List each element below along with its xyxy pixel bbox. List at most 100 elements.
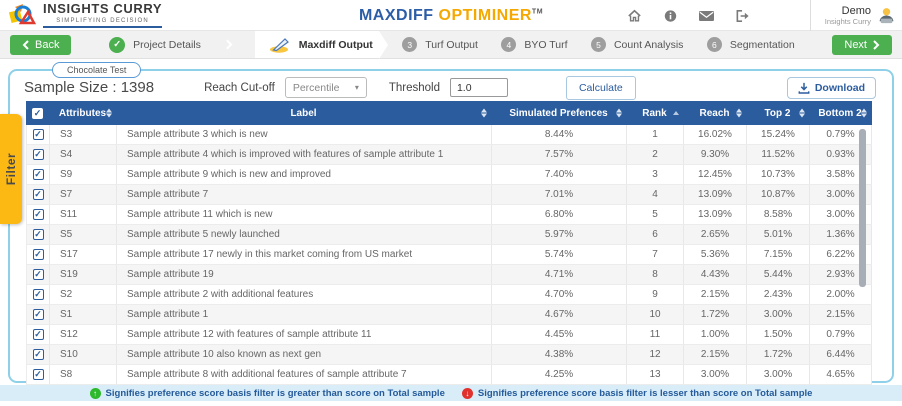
row-reach: 1.00% [684,325,747,344]
row-label: Sample attribute 10 also known as next g… [117,345,492,364]
row-checkbox[interactable]: ✓ [32,149,44,160]
caret-down-icon: ▾ [354,83,359,92]
pencil-icon [269,37,289,53]
back-button[interactable]: Back [10,34,72,55]
row-rank: 5 [627,205,684,224]
row-reach: 4.43% [684,265,747,284]
table-body: ✓ S3 Sample attribute 3 which is new 8.4… [26,125,872,385]
arrow-down-circle-icon: ↓ [461,387,473,399]
row-attribute: S2 [50,285,117,304]
step-project-details[interactable]: ✓ Project Details [109,31,201,58]
row-checkbox-cell: ✓ [27,165,50,184]
step-count-analysis[interactable]: 5 Count Analysis [590,31,683,58]
row-checkbox[interactable]: ✓ [32,229,44,240]
download-button-label: Download [814,81,865,94]
next-button[interactable]: Next [832,34,892,55]
table-row: ✓ S1 Sample attribute 1 4.67% 10 1.72% 3… [27,305,872,325]
row-checkbox[interactable]: ✓ [32,329,44,340]
table-row: ✓ S2 Sample attribute 2 with additional … [27,285,872,305]
row-checkbox[interactable]: ✓ [32,249,44,260]
row-top2: 8.58% [747,205,810,224]
sort-icon[interactable] [481,108,487,118]
row-attribute: S12 [50,325,117,344]
row-bottom2: 6.22% [810,245,872,264]
row-attribute: S19 [50,265,117,284]
row-simulated-preference: 4.67% [492,305,627,324]
row-checkbox-cell: ✓ [27,305,50,324]
filter-tab[interactable]: Filter [0,114,22,224]
reach-cutoff-select[interactable]: Percentile ▾ [284,77,367,98]
legend-up-text: Signifies preference score basis filter … [105,387,445,399]
brand-tagline: SIMPLIFYING DECISION [43,17,163,28]
table-row: ✓ S8 Sample attribute 8 with additional … [27,365,872,385]
row-checkbox-cell: ✓ [27,325,50,344]
sort-icon[interactable] [799,108,805,118]
row-checkbox-cell: ✓ [27,245,50,264]
vertical-scrollbar[interactable] [859,129,866,287]
table-row: ✓ S11 Sample attribute 11 which is new 6… [27,205,872,225]
row-checkbox[interactable]: ✓ [32,209,44,220]
select-all-checkbox[interactable]: ✓ [32,107,43,119]
row-label: Sample attribute 1 [117,305,492,324]
row-checkbox-cell: ✓ [27,265,50,284]
row-attribute: S17 [50,245,117,264]
row-checkbox[interactable]: ✓ [32,349,44,360]
sort-icon[interactable] [736,108,742,118]
row-checkbox[interactable]: ✓ [32,269,44,280]
sort-icon[interactable] [106,108,112,118]
row-label: Sample attribute 5 newly launched [117,225,492,244]
row-checkbox[interactable]: ✓ [32,309,44,320]
row-simulated-preference: 5.74% [492,245,627,264]
sort-icon[interactable] [861,108,867,118]
row-rank: 12 [627,345,684,364]
next-button-label: Next [844,38,867,51]
sort-asc-icon[interactable] [673,111,679,115]
download-icon [798,82,810,94]
table-row: ✓ S4 Sample attribute 4 which is improve… [27,145,872,165]
chevron-left-icon [22,39,29,50]
info-icon[interactable] [663,9,678,23]
step-turf-output[interactable]: 3 Turf Output [402,31,478,58]
home-icon[interactable] [627,9,642,23]
row-top2: 5.01% [747,225,810,244]
row-checkbox[interactable]: ✓ [32,129,44,140]
row-checkbox[interactable]: ✓ [32,169,44,180]
logout-icon[interactable] [735,9,750,23]
row-checkbox-cell: ✓ [27,345,50,364]
step-segmentation[interactable]: 6 Segmentation [706,31,795,58]
header-bottom2: Bottom 2 [809,101,871,125]
step-maxdiff-output[interactable]: Maxdiff Output [254,31,379,58]
sort-icon[interactable] [616,108,622,118]
calculate-button[interactable]: Calculate [565,75,636,100]
row-simulated-preference: 7.57% [492,145,627,164]
table-row: ✓ S12 Sample attribute 12 with features … [27,325,872,345]
mail-icon[interactable] [699,9,714,23]
row-simulated-preference: 7.01% [492,185,627,204]
brand-logo-icon [8,4,37,25]
step-label: Segmentation [729,38,795,51]
threshold-input[interactable] [449,78,508,97]
user-account[interactable]: Demo Insights Curry [809,0,896,31]
row-checkbox-cell: ✓ [27,145,50,164]
row-bottom2: 0.79% [810,125,872,144]
step-number: 6 [706,37,722,52]
row-reach: 9.30% [684,145,747,164]
step-byo-turf[interactable]: 4 BYO Turf [501,31,568,58]
row-checkbox[interactable]: ✓ [32,189,44,200]
row-rank: 9 [627,285,684,304]
row-simulated-preference: 8.44% [492,125,627,144]
row-simulated-preference: 4.38% [492,345,627,364]
header-label: Attributes [58,107,107,119]
step-bar: Back ✓ Project Details Maxdiff Output 3 … [0,31,902,59]
table-row: ✓ S7 Sample attribute 7 7.01% 4 13.09% 1… [27,185,872,205]
chevron-right-icon [873,39,880,50]
row-bottom2: 6.44% [810,345,872,364]
row-checkbox-cell: ✓ [27,125,50,144]
step-label: Maxdiff Output [298,38,373,51]
top-bar: INSIGHTS CURRY SIMPLIFYING DECISION MAXD… [0,0,902,31]
row-checkbox[interactable]: ✓ [32,369,44,380]
row-simulated-preference: 4.70% [492,285,627,304]
header-simulated-preferences: Simulated Prefences [491,101,626,125]
row-checkbox[interactable]: ✓ [32,289,44,300]
download-button[interactable]: Download [786,76,876,99]
